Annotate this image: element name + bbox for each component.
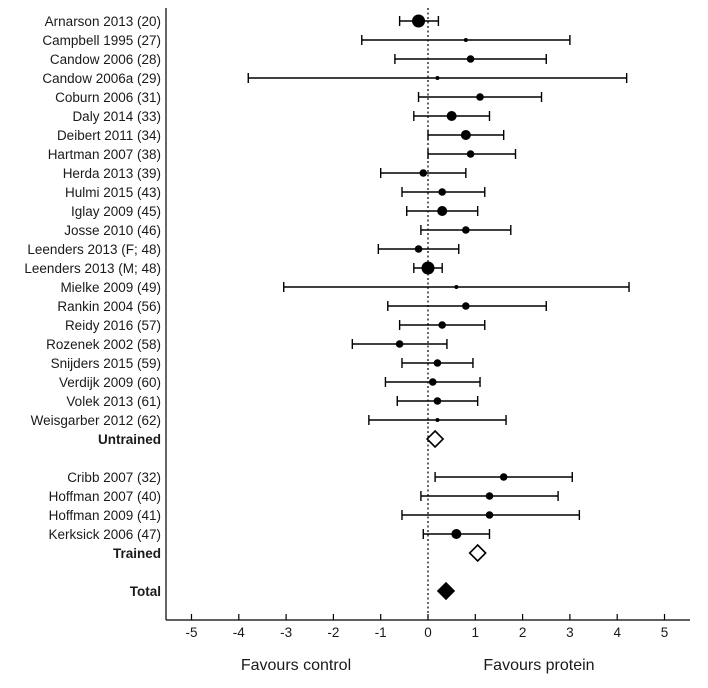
study-0-7-label: Hartman 2007 (38)	[48, 147, 161, 162]
tick-label-0: 0	[424, 625, 432, 640]
study-0-10-label: Iglay 2009 (45)	[71, 204, 161, 219]
study-0-4-point	[476, 93, 484, 101]
study-0-16-label: Reidy 2016 (57)	[65, 318, 161, 333]
x-ticks: -5 -4 -3 -2 -1 0 1 2 3 4 5	[185, 614, 668, 640]
study-0-9-label: Hulmi 2015 (43)	[65, 185, 161, 200]
study-0-18-label: Snijders 2015 (59)	[51, 356, 161, 371]
tick-label-3: 3	[566, 625, 574, 640]
study-0-12-label: Leenders 2013 (F; 48)	[27, 242, 161, 257]
study-1-0-point	[499, 473, 508, 481]
study-0-2-label: Candow 2006 (28)	[50, 52, 161, 67]
summary-0-diamond	[425, 429, 445, 449]
study-0-7-point	[466, 150, 475, 158]
tick-label--4: -4	[233, 625, 245, 640]
study-0-11-label: Josse 2010 (46)	[64, 223, 161, 238]
study-0-0-point	[412, 14, 426, 28]
summary-1-diamond	[468, 543, 487, 563]
study-1-3-label: Kerksick 2006 (47)	[48, 527, 161, 542]
study-1-1-label: Hoffman 2007 (40)	[49, 489, 161, 504]
study-0-6-point	[460, 130, 471, 140]
study-rows: Arnarson 2013 (20) Campbell 1995 (27) Cand…	[24, 14, 630, 601]
study-1-1-point	[485, 492, 494, 500]
study-0-3-label: Candow 2006a (29)	[42, 71, 161, 86]
study-0-20-point	[433, 397, 442, 405]
favours-protein-label: Favours protein	[483, 657, 594, 674]
tick-label-2: 2	[519, 625, 527, 640]
study-0-18-point	[433, 359, 442, 367]
study-0-15-point	[462, 302, 470, 310]
study-0-17-point	[395, 340, 404, 348]
study-0-8-point	[419, 169, 428, 177]
study-1-2-label: Hoffman 2009 (41)	[49, 508, 161, 523]
study-0-1-point	[463, 38, 468, 42]
study-1-2-point	[485, 511, 494, 519]
study-0-10-point	[437, 206, 448, 216]
study-0-13-label: Leenders 2013 (M; 48)	[24, 261, 161, 276]
study-0-8-label: Herda 2013 (39)	[63, 166, 161, 181]
study-0-14-point	[454, 285, 459, 289]
study-0-4-label: Coburn 2006 (31)	[55, 90, 161, 105]
study-0-2-point	[466, 55, 475, 63]
tick-label-4: 4	[613, 625, 621, 640]
study-0-12-point	[414, 245, 423, 253]
tick-label--5: -5	[185, 625, 197, 640]
tick-label--2: -2	[327, 625, 339, 640]
study-0-17-label: Rozenek 2002 (58)	[46, 337, 161, 352]
study-0-13-point	[421, 261, 435, 275]
study-0-20-label: Volek 2013 (61)	[66, 394, 161, 409]
study-0-16-point	[438, 321, 446, 329]
total-label: Total	[130, 584, 161, 599]
study-0-1-label: Campbell 1995 (27)	[42, 33, 161, 48]
study-0-21-label: Weisgarber 2012 (62)	[31, 413, 161, 428]
study-1-3-point	[451, 529, 462, 539]
study-0-19-point	[428, 378, 437, 386]
study-0-0-label: Arnarson 2013 (20)	[45, 14, 161, 29]
study-0-19-label: Verdijk 2009 (60)	[59, 375, 161, 390]
study-0-6-label: Deibert 2011 (34)	[57, 128, 161, 143]
study-0-5-label: Daly 2014 (33)	[72, 109, 161, 124]
study-0-14-label: Mielke 2009 (49)	[60, 280, 161, 295]
study-0-5-point	[446, 111, 457, 121]
summary-0-label: Untrained	[98, 432, 161, 447]
favours-control-label: Favours control	[241, 657, 351, 674]
tick-label--1: -1	[375, 625, 387, 640]
study-0-15-label: Rankin 2004 (56)	[57, 299, 161, 314]
tick-label-1: 1	[472, 625, 480, 640]
tick-label-5: 5	[661, 625, 669, 640]
study-0-21-point	[435, 418, 440, 422]
study-1-0-label: Cribb 2007 (32)	[67, 470, 161, 485]
study-0-11-point	[462, 226, 470, 234]
study-0-3-point	[435, 76, 440, 80]
tick-label--3: -3	[280, 625, 292, 640]
total-diamond	[436, 581, 456, 601]
summary-1-label: Trained	[113, 546, 161, 561]
study-0-9-point	[438, 188, 446, 196]
